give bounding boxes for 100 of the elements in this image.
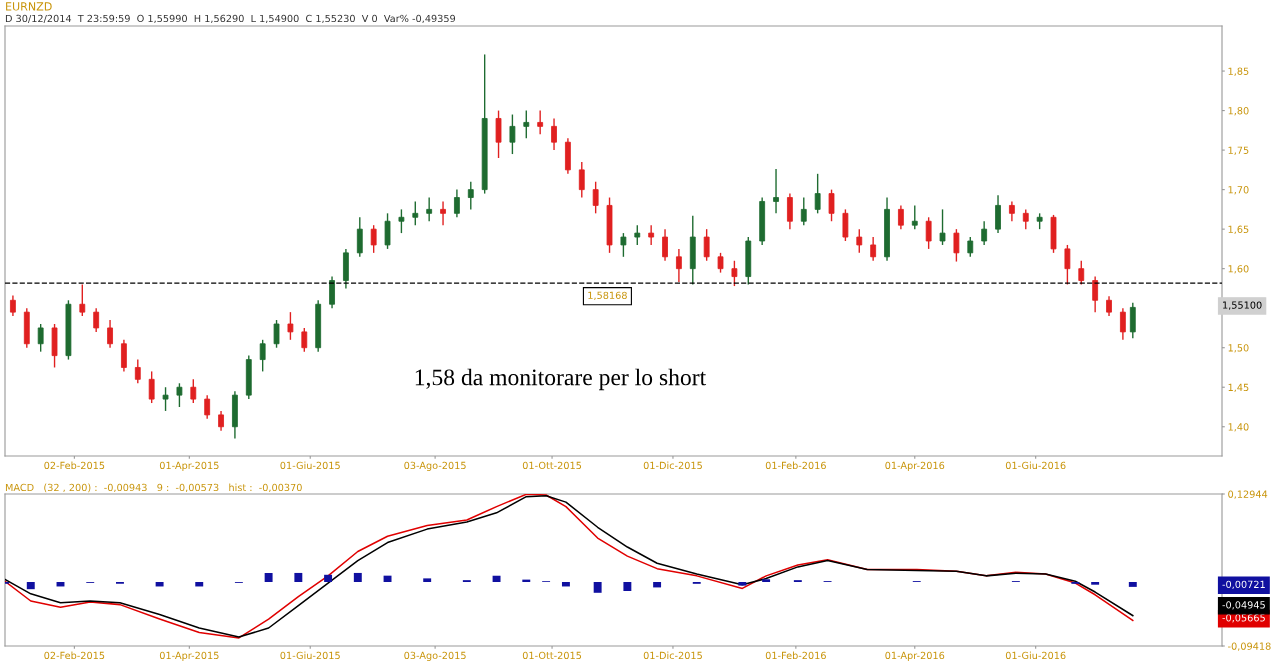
bar — [353, 572, 362, 582]
candlestick — [981, 220, 988, 246]
candlestick — [1022, 208, 1029, 230]
candlestick — [384, 212, 391, 250]
candlestick — [495, 109, 502, 159]
candlestick — [412, 200, 419, 226]
candlestick — [370, 224, 377, 254]
candlestick — [1120, 307, 1126, 341]
y-tick-label: 1,60 — [1228, 265, 1249, 274]
y-tick-label: 1,75 — [1228, 146, 1249, 155]
candlestick — [870, 236, 877, 262]
candlestick — [356, 216, 363, 258]
candlestick — [329, 275, 335, 309]
candlestick — [676, 248, 682, 283]
candlestick — [856, 228, 863, 254]
x-tick-label: 01-Ott-2015 — [522, 461, 582, 470]
chart-title: MACD (32 , 200) : -0,00943 9 : -0,00573 hist : -0,00370 — [5, 483, 302, 493]
candlestick — [107, 319, 113, 349]
text: 1,55100 — [1223, 301, 1262, 310]
candlestick — [662, 228, 668, 262]
candlestick — [93, 307, 100, 333]
candlestick — [911, 204, 918, 230]
bar — [492, 575, 501, 582]
candlestick — [1106, 295, 1112, 317]
candlestick — [828, 188, 835, 222]
x-tick-label: 01-Apr-2016 — [885, 461, 945, 471]
y-tick-label: 1,45 — [1228, 383, 1249, 393]
candlestick — [398, 208, 405, 234]
candlestick — [176, 382, 183, 408]
candlestick — [731, 260, 738, 287]
bar — [1091, 581, 1100, 585]
candlestick — [703, 228, 710, 262]
x-tick-label: 01-Feb-2016 — [765, 461, 826, 470]
y-tick-label: -0,09418 — [1228, 642, 1271, 651]
x-tick-label: 02-Feb-2015 — [44, 461, 105, 470]
bar — [623, 581, 632, 592]
candlestick — [301, 327, 308, 353]
x-tick-label: 01-Apr-2015 — [159, 461, 219, 471]
x-tick-label: 03-Ago-2015 — [404, 651, 466, 661]
candlestick — [842, 208, 849, 242]
candlestick — [925, 216, 932, 250]
candlestick — [953, 228, 960, 263]
y-tick-label: 1,50 — [1228, 344, 1249, 353]
candlestick — [995, 194, 1001, 234]
candlestick — [592, 181, 599, 215]
x-tick-label: 01-Feb-2016 — [765, 651, 826, 660]
candlestick — [440, 200, 446, 226]
bar — [264, 573, 273, 582]
y-tick-label: 1,85 — [1228, 67, 1249, 76]
candlestick — [967, 236, 974, 258]
candlestick — [148, 370, 155, 404]
candlestick — [814, 173, 821, 215]
candlestick — [37, 323, 44, 353]
x-tick-label: 02-Feb-2015 — [44, 651, 105, 660]
candlestick — [620, 232, 627, 258]
bar — [294, 572, 303, 582]
candlestick — [634, 224, 641, 246]
chart-subtitle: D 30/12/2014 T 23:59:59 O 1,55990 H 1,56290 L 1,54900 C 1,55230 V 0 Var% -0,49359 — [5, 14, 456, 24]
candlestick — [939, 208, 946, 246]
bar — [593, 581, 602, 593]
candlestick — [204, 394, 211, 420]
y-tick-label: 1,70 — [1228, 186, 1249, 195]
candlestick — [1009, 200, 1015, 222]
y-tick-label: 1,65 — [1228, 225, 1249, 234]
candlestick — [467, 181, 474, 211]
text: -0,04945 — [1222, 601, 1265, 610]
text: -0,05665 — [1222, 614, 1265, 623]
candlestick — [190, 378, 197, 404]
candlestick — [1092, 275, 1099, 313]
candlestick — [509, 113, 516, 155]
bar — [653, 581, 662, 588]
candlestick — [773, 168, 779, 215]
candlestick — [259, 339, 266, 373]
x-tick-label: 01-Dic-2015 — [643, 651, 702, 660]
candlestick — [79, 283, 86, 317]
candlestick — [273, 319, 280, 349]
bar — [738, 581, 747, 586]
candlestick — [287, 311, 294, 341]
bar — [762, 579, 771, 582]
bar — [26, 581, 35, 590]
candlestick — [134, 358, 141, 384]
candlestick — [523, 109, 530, 139]
candlestick — [454, 188, 460, 218]
candlestick — [787, 192, 793, 230]
bar — [324, 574, 333, 582]
bar — [1128, 581, 1137, 587]
candlestick — [218, 410, 224, 432]
x-tick-label: 01-Giu-2016 — [1005, 461, 1066, 470]
annotation: 1,58 da monitorare per lo short — [415, 368, 707, 391]
x-tick-label: 01-Ott-2015 — [522, 651, 582, 660]
candlestick — [551, 117, 557, 151]
y-tick-label: 0,12944 — [1228, 490, 1268, 499]
candlestick — [426, 196, 433, 222]
bar — [383, 575, 392, 582]
candlestick — [121, 339, 127, 373]
candlestick — [717, 252, 724, 274]
bar — [423, 578, 432, 582]
candlestick — [648, 224, 655, 246]
x-tick-label: 03-Ago-2015 — [404, 461, 466, 471]
x-tick-label: 01-Dic-2015 — [643, 461, 702, 470]
